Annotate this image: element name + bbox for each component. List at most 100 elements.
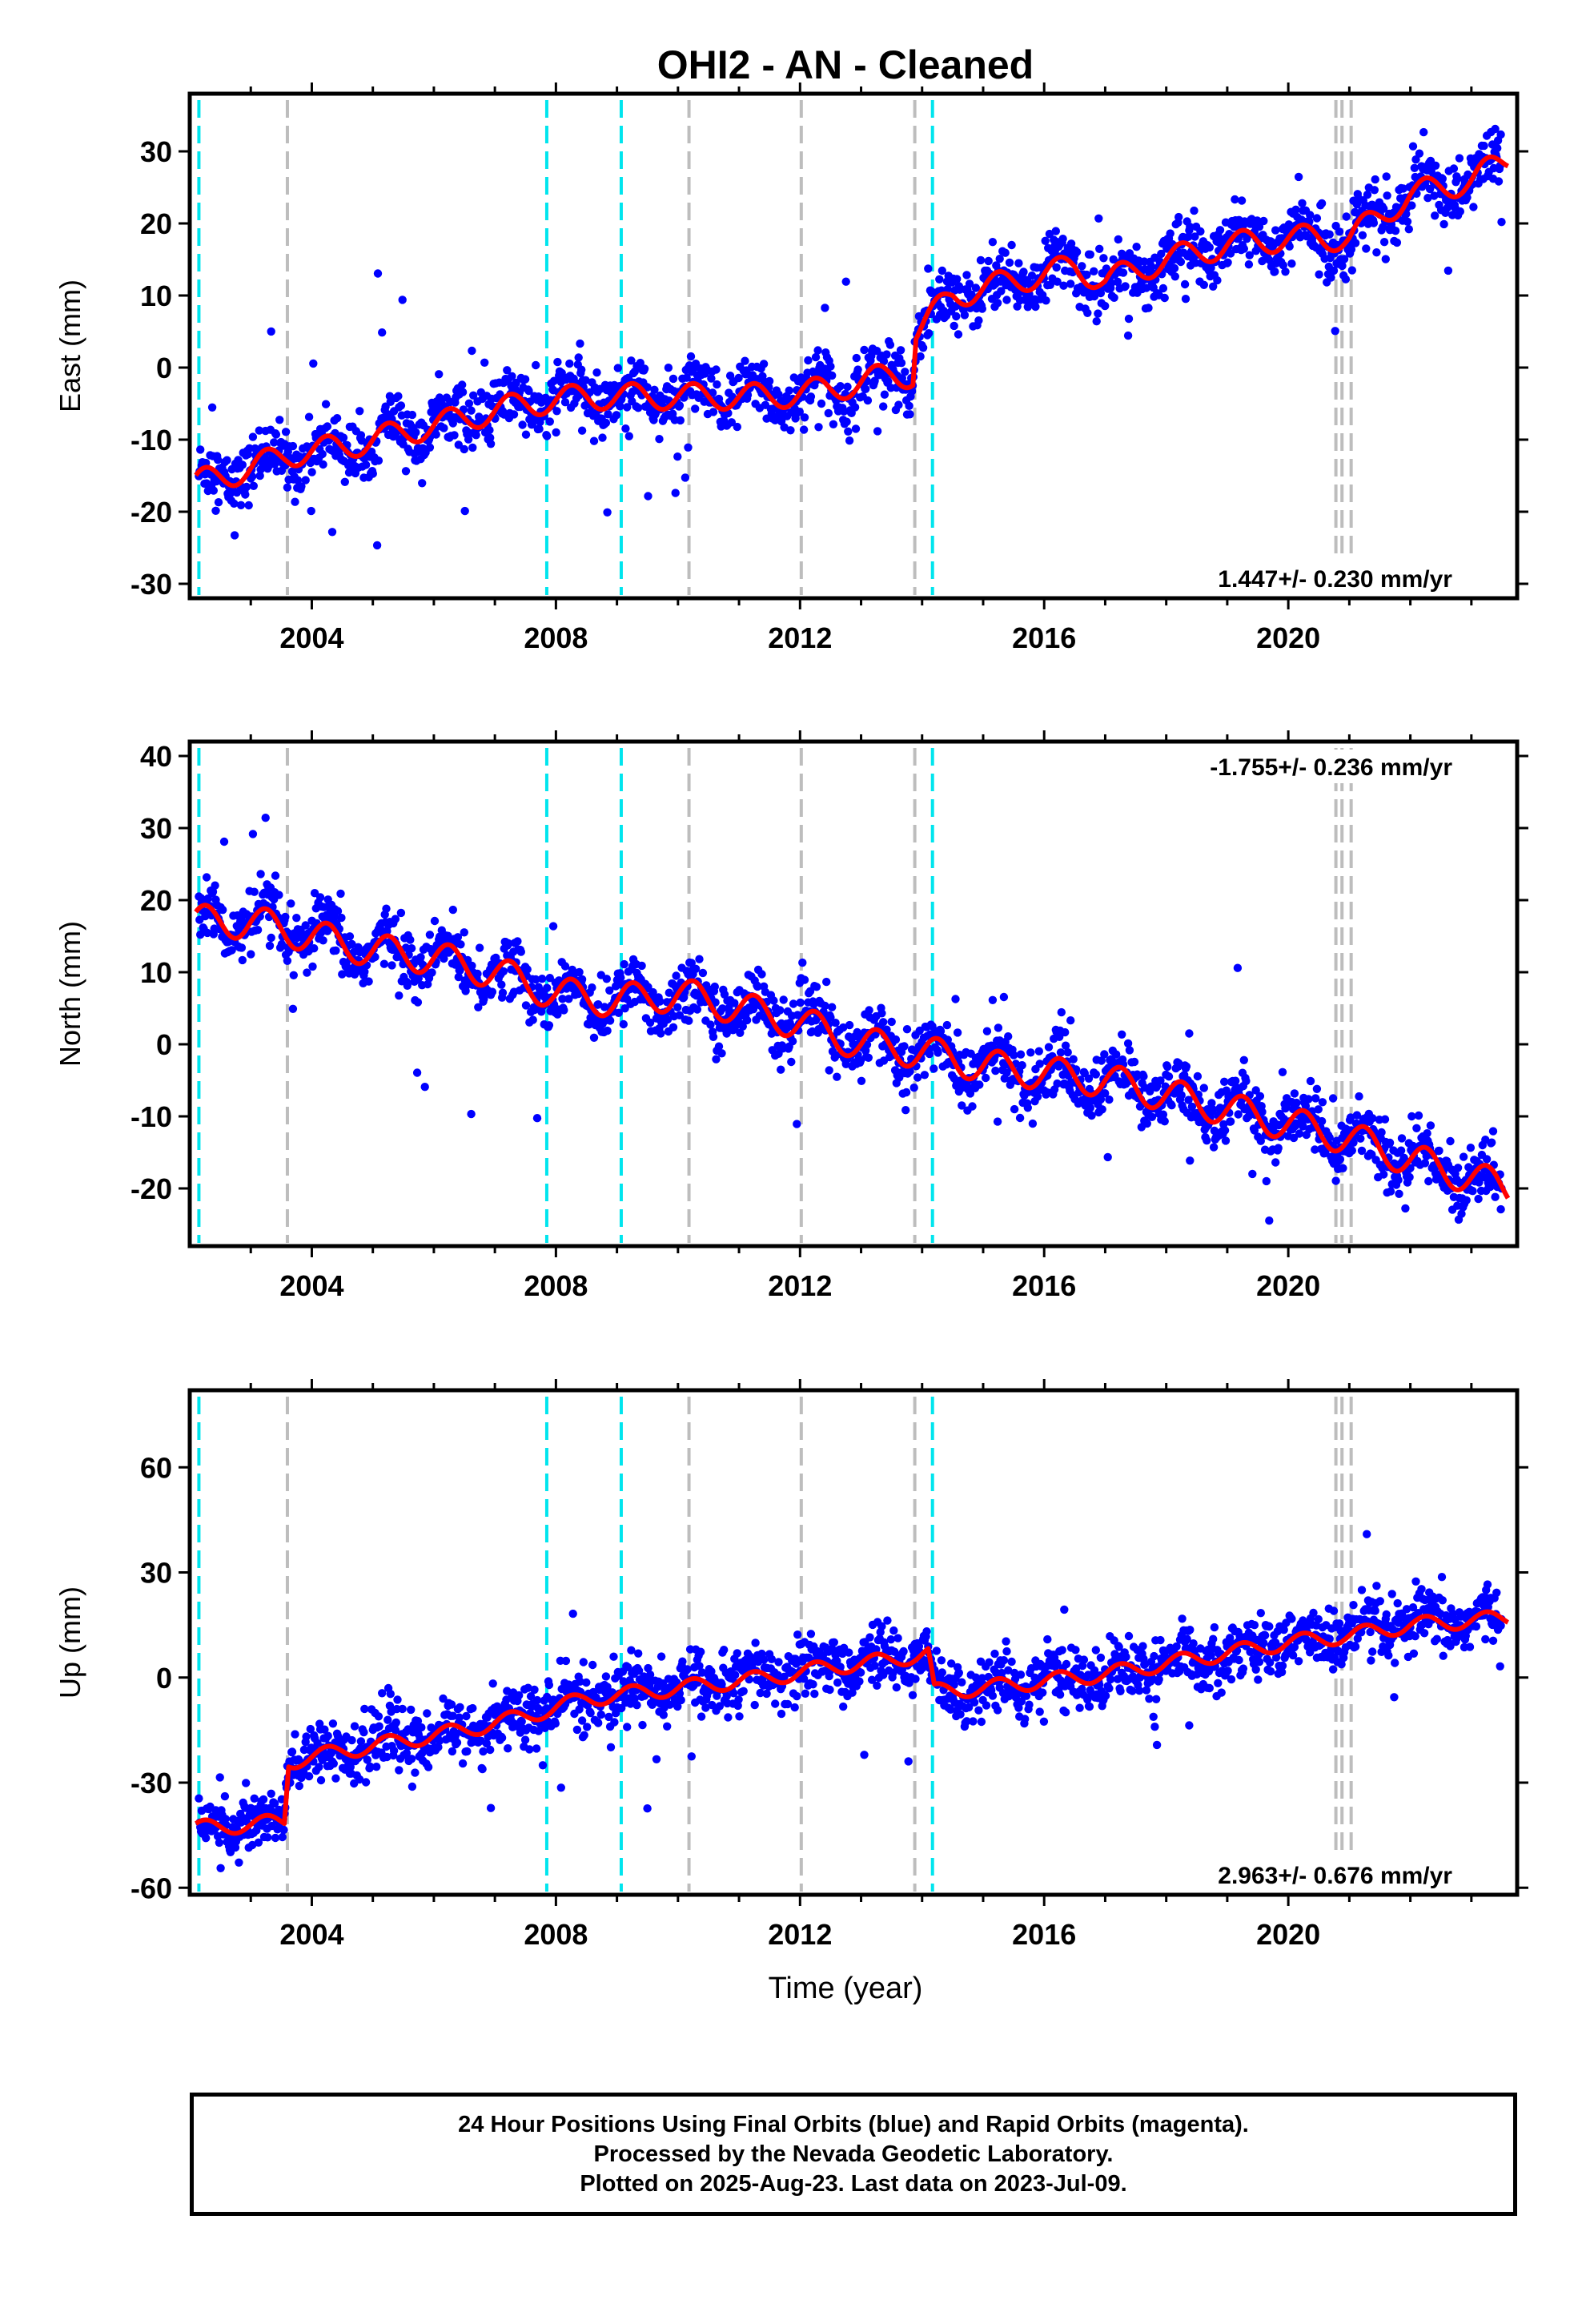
data-point xyxy=(464,399,474,408)
data-point xyxy=(663,1722,672,1731)
data-point xyxy=(302,1732,311,1741)
data-point xyxy=(720,1646,729,1655)
data-point xyxy=(734,373,743,383)
data-point xyxy=(486,1803,496,1812)
data-point xyxy=(962,271,971,279)
data-point xyxy=(953,275,962,283)
data-point xyxy=(1312,214,1322,223)
y-axis-label: North (mm) xyxy=(54,921,86,1067)
data-point xyxy=(289,971,298,980)
data-point xyxy=(1351,239,1360,247)
data-point xyxy=(1271,226,1280,235)
data-point xyxy=(739,1687,748,1695)
data-point xyxy=(1184,232,1193,241)
data-point xyxy=(1318,1098,1327,1107)
data-point xyxy=(454,972,463,982)
data-point xyxy=(920,1071,930,1080)
y-tick-label: 20 xyxy=(140,207,172,240)
data-points xyxy=(195,814,1506,1225)
data-point xyxy=(463,1747,472,1756)
data-point xyxy=(1028,1119,1038,1128)
data-point xyxy=(283,956,292,966)
data-point xyxy=(720,990,729,999)
data-point xyxy=(889,1626,898,1635)
data-point xyxy=(722,1029,731,1038)
data-point xyxy=(535,424,544,433)
data-point xyxy=(560,1006,568,1015)
data-point xyxy=(1331,327,1339,336)
data-point xyxy=(331,946,340,955)
data-point xyxy=(1185,1029,1194,1038)
data-point xyxy=(620,1004,629,1013)
data-point xyxy=(1317,1116,1327,1126)
data-point xyxy=(1255,222,1264,231)
data-point xyxy=(1377,1128,1386,1137)
data-point xyxy=(1130,1057,1139,1067)
data-point xyxy=(605,1016,615,1025)
data-point xyxy=(279,1825,288,1835)
data-point xyxy=(810,1689,819,1699)
data-point xyxy=(1265,1216,1274,1225)
data-point xyxy=(292,914,301,923)
data-point xyxy=(687,1752,696,1761)
data-point xyxy=(374,456,383,465)
data-points xyxy=(195,124,1506,550)
data-point xyxy=(1339,1164,1347,1173)
data-point xyxy=(1423,1129,1431,1138)
data-point xyxy=(538,1761,548,1770)
y-tick-label: 10 xyxy=(140,279,172,312)
y-tick-label: -20 xyxy=(130,496,172,529)
data-point xyxy=(1488,1138,1496,1147)
data-point xyxy=(1399,184,1408,193)
data-point xyxy=(375,1722,383,1731)
data-point xyxy=(971,283,981,292)
data-point xyxy=(588,1660,597,1670)
data-point xyxy=(1455,154,1464,163)
data-point xyxy=(1362,244,1371,253)
data-point xyxy=(337,913,346,923)
data-point xyxy=(687,959,696,967)
data-point xyxy=(673,452,682,461)
data-point xyxy=(440,424,448,432)
data-point xyxy=(223,456,231,464)
data-point xyxy=(340,477,349,486)
data-point xyxy=(1066,279,1075,288)
data-point xyxy=(902,1025,912,1034)
data-point xyxy=(960,311,970,320)
data-point xyxy=(581,376,590,384)
data-point xyxy=(891,1035,901,1044)
rate-label-bg xyxy=(1169,561,1465,595)
data-point xyxy=(310,944,319,953)
data-point xyxy=(219,837,229,846)
data-point xyxy=(504,1744,512,1753)
data-point xyxy=(937,1656,946,1665)
data-point xyxy=(456,940,465,949)
data-point xyxy=(905,410,914,419)
x-tick-label: 2020 xyxy=(1256,1269,1320,1302)
data-point xyxy=(589,436,599,445)
data-point xyxy=(1248,1169,1257,1179)
data-point xyxy=(821,304,829,312)
data-point xyxy=(879,356,889,366)
data-point xyxy=(1327,273,1335,282)
data-point xyxy=(860,345,869,355)
y-axis-label: East (mm) xyxy=(54,279,86,412)
data-point xyxy=(1363,190,1372,199)
data-point xyxy=(857,1076,866,1086)
data-point xyxy=(1402,210,1411,219)
data-point xyxy=(598,433,607,442)
data-point xyxy=(330,913,339,922)
data-point xyxy=(1023,1104,1033,1112)
data-point xyxy=(579,1658,588,1667)
data-point xyxy=(1163,1062,1172,1072)
data-point xyxy=(1092,317,1101,326)
data-point xyxy=(1066,1016,1075,1025)
data-point xyxy=(899,1647,908,1656)
data-point xyxy=(248,830,258,838)
data-point xyxy=(1123,331,1133,340)
data-point xyxy=(407,1755,416,1763)
data-point xyxy=(953,1028,962,1037)
data-point xyxy=(1392,238,1402,247)
